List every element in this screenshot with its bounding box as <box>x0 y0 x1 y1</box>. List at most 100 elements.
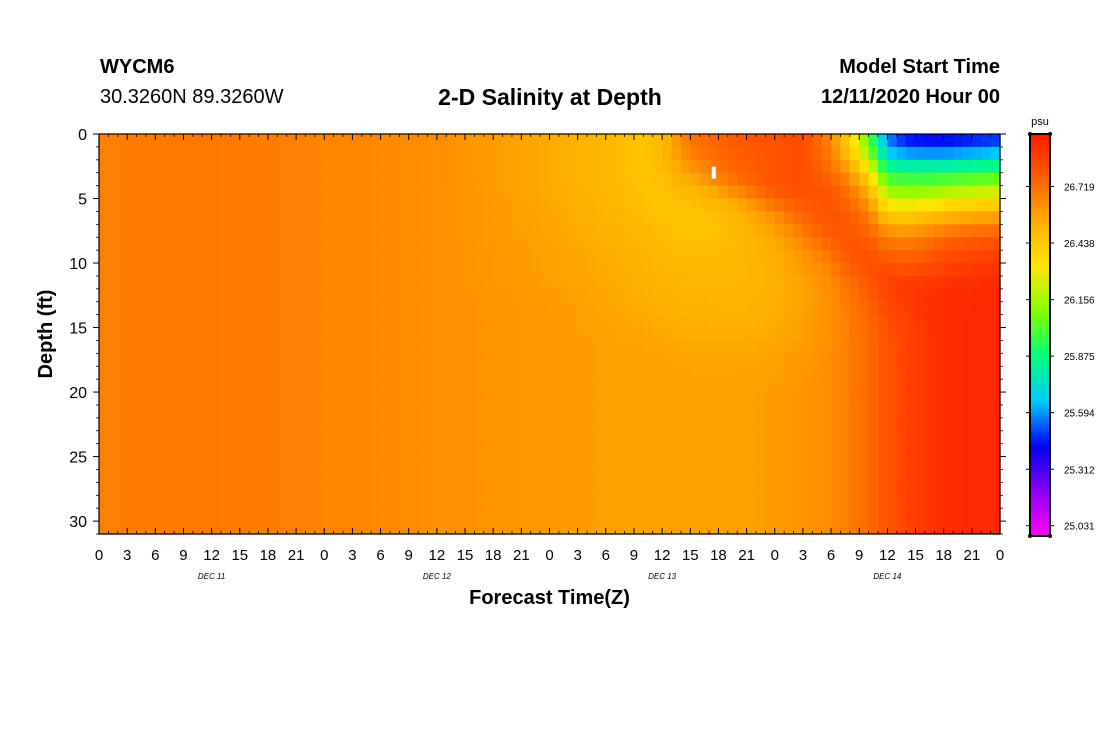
colorbar-swatch <box>1030 170 1050 175</box>
heatmap-cell <box>521 275 532 290</box>
heatmap-cell <box>436 159 447 174</box>
heatmap-cell <box>577 250 588 264</box>
heatmap-cell <box>493 224 504 238</box>
heatmap-cell <box>183 198 194 213</box>
heatmap-cell <box>652 495 663 509</box>
heatmap-cell <box>455 366 466 380</box>
colorbar-swatch <box>1030 264 1050 269</box>
heatmap-cell <box>877 327 888 342</box>
heatmap-cell <box>474 482 485 496</box>
heatmap-cell <box>859 275 870 290</box>
heatmap-cell <box>202 495 213 509</box>
heatmap-cell <box>277 301 288 316</box>
heatmap-cell <box>953 301 964 316</box>
heatmap-cell <box>831 263 842 277</box>
heatmap-cell <box>577 366 588 380</box>
heatmap-cell <box>183 521 194 535</box>
heatmap-cell <box>474 224 485 238</box>
heatmap-cell <box>549 237 560 251</box>
heatmap-cell <box>286 353 297 367</box>
heatmap-cell <box>774 366 785 380</box>
heatmap-cell <box>455 443 466 458</box>
heatmap-cell <box>127 301 138 316</box>
heatmap-cell <box>971 443 982 458</box>
heatmap-cell <box>305 495 316 509</box>
heatmap-cell <box>699 237 710 251</box>
heatmap-cell <box>267 327 278 342</box>
heatmap-cell <box>727 327 738 342</box>
heatmap-cell <box>314 185 325 200</box>
heatmap-cell <box>746 521 757 535</box>
heatmap-cell <box>859 443 870 458</box>
heatmap-cell <box>615 314 626 329</box>
heatmap-cell <box>568 482 579 496</box>
heatmap-cell <box>962 521 973 535</box>
heatmap-cell <box>352 224 363 238</box>
heatmap-cell <box>633 263 644 277</box>
heatmap-cell <box>596 146 607 161</box>
heatmap-cell <box>737 146 748 161</box>
heatmap-cell <box>953 134 964 148</box>
heatmap-cell <box>427 224 438 238</box>
heatmap-cell <box>127 211 138 225</box>
heatmap-cell <box>389 430 400 445</box>
heatmap-cell <box>652 314 663 329</box>
heatmap-cell <box>755 134 766 148</box>
heatmap-cell <box>380 482 391 496</box>
heatmap-cell <box>183 263 194 277</box>
heatmap-cell <box>474 495 485 509</box>
heatmap-cell <box>493 340 504 354</box>
heatmap-cell <box>737 275 748 290</box>
heatmap-cell <box>840 263 851 277</box>
heatmap-cell <box>99 469 109 483</box>
heatmap-cell <box>746 379 757 393</box>
heatmap-cell <box>361 443 372 458</box>
heatmap-cell <box>502 134 513 148</box>
heatmap-cell <box>577 443 588 458</box>
heatmap-cell <box>192 508 203 522</box>
heatmap-cell <box>765 495 776 509</box>
heatmap-cell <box>211 392 222 406</box>
heatmap-cell <box>465 392 476 406</box>
heatmap-cell <box>887 250 898 264</box>
heatmap-cell <box>587 146 598 161</box>
heatmap-cell <box>671 314 682 329</box>
heatmap-cell <box>831 443 842 458</box>
heatmap-cell <box>136 521 147 535</box>
heatmap-cell <box>896 495 907 509</box>
heatmap-cell <box>418 379 429 393</box>
heatmap-cell <box>521 443 532 458</box>
heatmap-cell <box>802 353 813 367</box>
heatmap-cell <box>906 250 917 264</box>
heatmap-field <box>99 134 1001 535</box>
heatmap-cell <box>953 482 964 496</box>
heatmap-cell <box>971 263 982 277</box>
heatmap-cell <box>737 327 748 342</box>
x-tick-label: 6 <box>376 547 384 564</box>
heatmap-cell <box>934 379 945 393</box>
heatmap-cell <box>953 185 964 200</box>
heatmap-cell <box>230 211 241 225</box>
heatmap-cell <box>962 340 973 354</box>
heatmap-cell <box>277 198 288 213</box>
heatmap-cell <box>361 521 372 535</box>
heatmap-cell <box>934 224 945 238</box>
heatmap-cell <box>371 134 382 148</box>
heatmap-cell <box>577 275 588 290</box>
heatmap-cell <box>305 417 316 432</box>
heatmap-cell <box>652 379 663 393</box>
heatmap-cell <box>418 134 429 148</box>
heatmap-cell <box>221 327 231 342</box>
heatmap-cell <box>211 159 222 174</box>
heatmap-cell <box>108 250 119 264</box>
heatmap-cell <box>896 314 907 329</box>
colorbar-swatch <box>1030 184 1050 189</box>
heatmap-cell <box>549 275 560 290</box>
heatmap-cell <box>502 198 513 213</box>
heatmap-cell <box>380 159 391 174</box>
heatmap-cell <box>314 314 325 329</box>
colorbar-swatch <box>1030 244 1050 249</box>
x-tick-label: 0 <box>996 547 1004 564</box>
heatmap-cell <box>455 134 466 148</box>
heatmap-cell <box>962 469 973 483</box>
